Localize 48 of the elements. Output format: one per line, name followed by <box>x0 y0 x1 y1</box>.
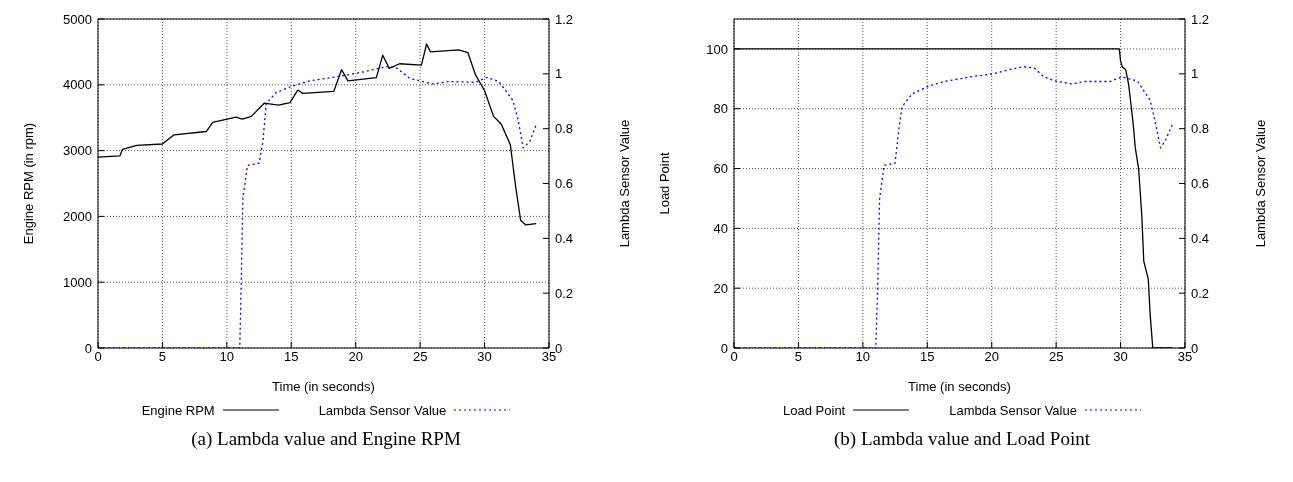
legend-label: Engine RPM <box>141 402 215 418</box>
legend-label: Lambda Sensor Value <box>318 402 447 418</box>
x-tick-label: 25 <box>412 349 428 365</box>
x-tick-label: 0 <box>94 349 102 365</box>
y2-tick-label: 1 <box>555 66 563 82</box>
y2-tick-label: 0.4 <box>1191 230 1210 246</box>
y2-tick-label: 1.2 <box>555 11 574 27</box>
y2-tick-label: 0.4 <box>555 230 574 246</box>
y2-tick-label: 0.8 <box>1191 121 1210 137</box>
y-axis-title: Engine RPM (in rpm) <box>20 122 36 245</box>
y2-tick-label: 0.6 <box>1191 176 1210 192</box>
y-tick-label: 60 <box>713 161 728 177</box>
legend-label: Lambda Sensor Value <box>949 402 1077 418</box>
x-tick-label: 0 <box>730 349 738 365</box>
x-tick-label: 5 <box>794 349 803 365</box>
y-tick-label: 2000 <box>63 209 92 225</box>
x-tick-label: 15 <box>920 349 935 365</box>
x-axis-title: Time (in seconds) <box>272 379 375 394</box>
y2-axis-title: Lambda Sensor Value <box>1252 119 1268 248</box>
y2-tick-label: 1 <box>1191 66 1199 82</box>
y2-tick-label: 0.6 <box>555 176 574 192</box>
x-tick-label: 10 <box>855 349 871 365</box>
x-tick-label: 5 <box>158 349 167 365</box>
y2-tick-label: 0.2 <box>1191 285 1210 301</box>
y2-tick-label: 0.2 <box>555 285 574 301</box>
y-tick-label: 20 <box>713 280 728 296</box>
y2-tick-label: 0.8 <box>555 121 574 137</box>
x-tick-label: 25 <box>1048 349 1064 365</box>
y-tick-label: 5000 <box>63 11 92 27</box>
text: (b) Lambda value and Load Point <box>833 428 1091 450</box>
y-tick-label: 100 <box>706 41 728 57</box>
x-tick-label: 20 <box>348 349 363 365</box>
x-tick-label: 30 <box>1113 349 1128 365</box>
text: (a) Lambda value and Engine RPM <box>190 428 462 450</box>
legend-label: Load Point <box>783 402 846 418</box>
y-tick-label: 1000 <box>63 274 92 290</box>
y2-tick-label: 1.2 <box>1191 11 1210 27</box>
y2-axis-title: Lambda Sensor Value <box>616 119 632 248</box>
y-axis-title: Load Point <box>656 152 672 215</box>
x-tick-label: 10 <box>219 349 235 365</box>
y-tick-label: 3000 <box>63 143 92 159</box>
x-axis-title: Time (in seconds) <box>908 379 1011 394</box>
x-tick-label: 15 <box>284 349 299 365</box>
y-tick-label: 4000 <box>63 77 92 93</box>
x-tick-label: 20 <box>984 349 999 365</box>
y-tick-label: 80 <box>713 101 728 117</box>
x-tick-label: 30 <box>477 349 492 365</box>
y-tick-label: 40 <box>713 220 728 236</box>
